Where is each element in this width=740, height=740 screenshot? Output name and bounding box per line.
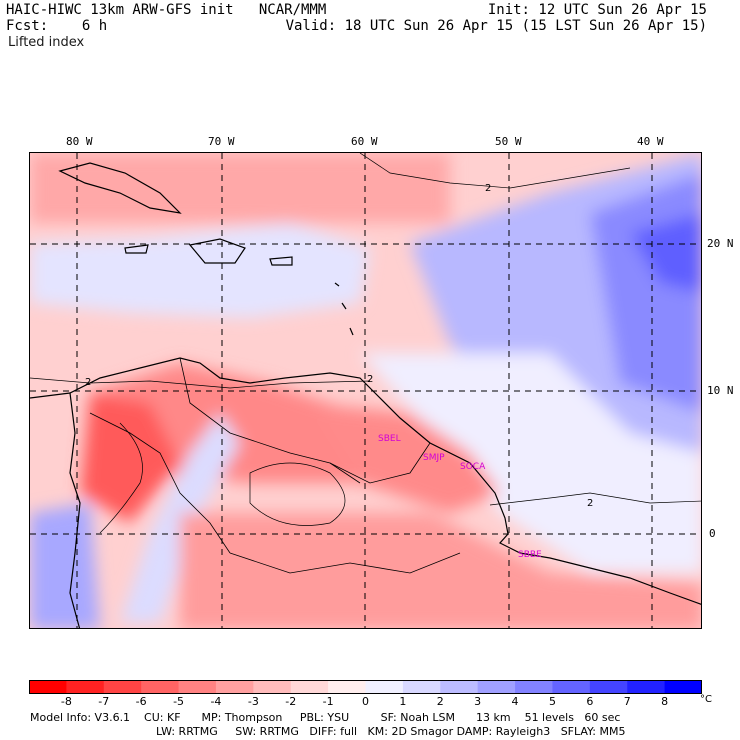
colorbar-swatch bbox=[664, 680, 702, 694]
colorbar-swatch bbox=[215, 680, 254, 694]
colorbar-swatch bbox=[66, 680, 105, 694]
station-sbel: SBEL bbox=[378, 434, 401, 444]
contour-label: 2 bbox=[485, 183, 491, 194]
lat-label-20n: 20 N bbox=[707, 237, 734, 250]
colorbar-swatch bbox=[253, 680, 292, 694]
colorbar-tick-label: 1 bbox=[399, 695, 407, 708]
colorbar-unit: °C bbox=[700, 694, 712, 705]
colorbar-swatch bbox=[290, 680, 329, 694]
colorbar-tick-label: 5 bbox=[548, 695, 556, 708]
colorbar-tick-label: -6 bbox=[135, 695, 147, 708]
colorbar-swatch bbox=[627, 680, 666, 694]
contour-label: 2 bbox=[367, 374, 373, 385]
colorbar-swatch bbox=[402, 680, 441, 694]
colorbar-tick-label: 7 bbox=[623, 695, 631, 708]
colorbar-swatch bbox=[103, 680, 142, 694]
colorbar-swatch bbox=[552, 680, 591, 694]
colorbar-swatch bbox=[589, 680, 628, 694]
colorbar-swatch bbox=[29, 680, 67, 694]
model-info-line2: LW: RRTMG SW: RRTMG DIFF: full KM: 2D Sm… bbox=[156, 725, 626, 738]
lon-label-70w: 70 W bbox=[208, 135, 235, 148]
lat-label-10n: 10 N bbox=[707, 384, 734, 397]
coastlines bbox=[30, 162, 701, 628]
colorbar-swatch bbox=[515, 680, 553, 694]
station-soca: SOCA bbox=[460, 462, 486, 472]
colorbar-swatch bbox=[440, 680, 479, 694]
colorbar-tick-label: 8 bbox=[661, 695, 669, 708]
contour-label: 2 bbox=[85, 377, 91, 388]
lat-label-equator: 0 bbox=[709, 527, 716, 540]
field-name: Lifted index bbox=[8, 35, 85, 50]
valid-time: Valid: 18 UTC Sun 26 Apr 15 (15 LST Sun … bbox=[285, 18, 707, 34]
colorbar-tick-label: -5 bbox=[173, 695, 185, 708]
colorbar-swatch bbox=[178, 680, 217, 694]
chart-title: HAIC-HIWC 13km ARW-GFS init NCAR/MMM bbox=[6, 2, 327, 18]
lon-label-40w: 40 W bbox=[637, 135, 664, 148]
colorbar-tick-label: -3 bbox=[247, 695, 259, 708]
forecast-hour: Fcst: 6 h bbox=[6, 18, 108, 34]
lat-lon-grid bbox=[30, 153, 701, 628]
colorbar-tick-label: -7 bbox=[98, 695, 110, 708]
station-smjp: SMJP bbox=[423, 453, 445, 463]
colorbar-tick-label: 0 bbox=[362, 695, 369, 708]
colorbar-tick-label: -2 bbox=[285, 695, 297, 708]
contour-label: 2 bbox=[587, 498, 593, 509]
lon-label-80w: 80 W bbox=[66, 135, 93, 148]
colorbar-swatch bbox=[328, 680, 366, 694]
colorbar bbox=[29, 680, 702, 694]
lifted-index-contours bbox=[30, 153, 701, 534]
colorbar-swatch bbox=[365, 680, 404, 694]
lifted-index-map: 2 2 2 2 SBEL SMJP SOCA SBBE bbox=[30, 153, 701, 628]
model-info-line1: Model Info: V3.6.1 CU: KF MP: Thompson P… bbox=[30, 711, 621, 724]
lon-label-60w: 60 W bbox=[351, 135, 378, 148]
colorbar-swatch bbox=[141, 680, 180, 694]
station-sbbe: SBBE bbox=[518, 550, 542, 560]
colorbar-tick-label: 4 bbox=[511, 695, 519, 708]
map-panel: 2 2 2 2 SBEL SMJP SOCA SBBE bbox=[29, 152, 702, 629]
colorbar-tick-label: -1 bbox=[322, 695, 334, 708]
init-time: Init: 12 UTC Sun 26 Apr 15 bbox=[487, 2, 707, 18]
colorbar-tick-label: 3 bbox=[474, 695, 482, 708]
colorbar-tick-label: -8 bbox=[60, 695, 72, 708]
colorbar-tick-label: -4 bbox=[210, 695, 222, 708]
colorbar-tick-label: 6 bbox=[586, 695, 594, 708]
lon-label-50w: 50 W bbox=[495, 135, 522, 148]
colorbar-swatch bbox=[477, 680, 516, 694]
colorbar-tick-label: 2 bbox=[436, 695, 444, 708]
